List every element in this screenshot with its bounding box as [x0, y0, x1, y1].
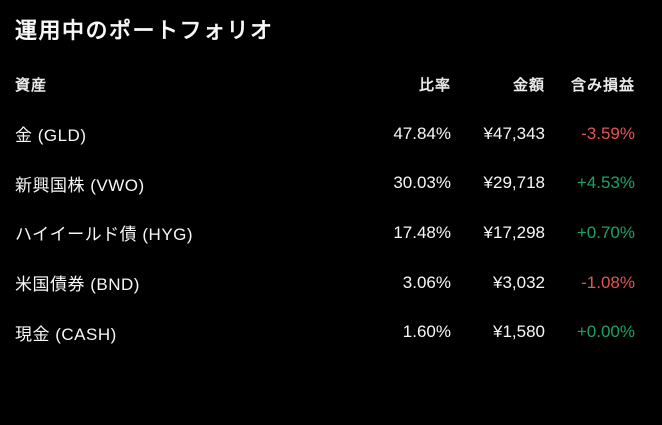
ratio-cell: 3.06%: [402, 272, 451, 292]
column-header-ratio: 比率: [418, 77, 451, 94]
pnl-cell: +0.70%: [576, 222, 635, 242]
pnl-cell: -3.59%: [581, 123, 635, 143]
column-header-pnl: 含み損益: [570, 77, 635, 94]
ratio-cell: 17.48%: [393, 222, 451, 242]
amount-cell: ¥3,032: [493, 272, 545, 292]
amount-cell: ¥1,580: [493, 322, 545, 342]
table-row: ハイイールド債 (HYG) 17.48% ¥17,298 +0.70%: [15, 208, 635, 258]
table-row: 米国債券 (BND) 3.06% ¥3,032 -1.08%: [15, 258, 635, 308]
column-header-asset: 資産: [15, 77, 48, 94]
column-header-amount: 金額: [512, 77, 545, 94]
ratio-cell: 1.60%: [402, 322, 451, 342]
asset-cell: 金 (GLD): [15, 126, 87, 146]
table-header-row: 資産 比率 金額 含み損益: [15, 77, 635, 95]
ratio-cell: 47.84%: [393, 123, 451, 143]
pnl-cell: +4.53%: [576, 173, 635, 193]
ratio-cell: 30.03%: [393, 173, 451, 193]
asset-cell: 新興国株 (VWO): [15, 175, 145, 195]
asset-cell: ハイイールド債 (HYG): [15, 225, 194, 245]
asset-cell: 米国債券 (BND): [15, 275, 140, 295]
amount-cell: ¥29,718: [483, 173, 545, 193]
table-row: 新興国株 (VWO) 30.03% ¥29,718 +4.53%: [15, 159, 635, 209]
table-body: 金 (GLD) 47.84% ¥47,343 -3.59% 新興国株 (VWO)…: [15, 109, 635, 357]
amount-cell: ¥47,343: [483, 123, 545, 143]
pnl-cell: -1.08%: [581, 272, 635, 292]
page-title: 運用中のポートフォリオ: [15, 18, 274, 43]
table-row: 現金 (CASH) 1.60% ¥1,580 +0.00%: [15, 307, 635, 357]
amount-cell: ¥17,298: [483, 222, 545, 242]
table-row: 金 (GLD) 47.84% ¥47,343 -3.59%: [15, 109, 635, 159]
pnl-cell: +0.00%: [576, 322, 635, 342]
asset-cell: 現金 (CASH): [15, 324, 117, 344]
